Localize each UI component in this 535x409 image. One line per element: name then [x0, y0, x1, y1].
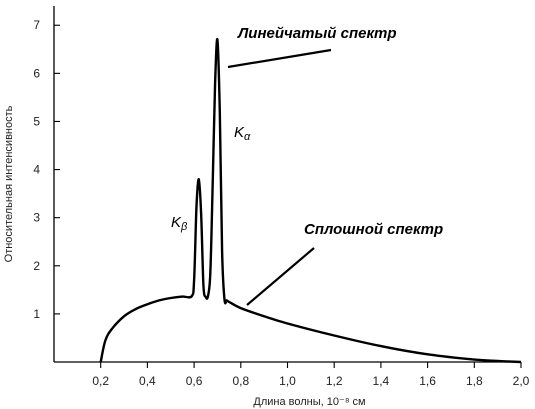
series — [99, 38, 522, 364]
x-tick-label: 1,2 — [326, 374, 343, 388]
y-tick-label: 4 — [33, 163, 40, 177]
k-beta-label: Kβ — [171, 214, 188, 233]
k-alpha-label: Kα — [234, 124, 251, 143]
y-ticks: 1 2 3 4 5 6 7 — [33, 18, 60, 321]
x-axis-title: Длина волны, 10⁻⁸ см — [253, 396, 365, 408]
x-ticks: 0,2 0,4 0,6 0,8 1,0 1,2 1,4 1,6 1,8 2,0 — [92, 362, 530, 388]
y-axis-title: Относительная интенсивность — [3, 105, 15, 262]
annotation-leader-line — [246, 247, 315, 306]
x-tick-label: 2,0 — [513, 374, 530, 388]
x-tick-label: 1,4 — [373, 374, 390, 388]
line-spectrum-annotation: Линейчатый спектр — [237, 25, 397, 42]
y-tick-label: 7 — [33, 18, 40, 32]
x-tick-label: 0,4 — [139, 374, 156, 388]
x-tick-label: 0,2 — [92, 374, 109, 388]
y-tick-label: 1 — [33, 307, 40, 321]
y-tick-label: 6 — [33, 66, 40, 80]
annotation-leader-line — [227, 48, 332, 69]
y-tick-label: 3 — [33, 211, 40, 225]
annotations: Линейчатый спектр Сплошной спектр Kβ Kα — [171, 25, 443, 306]
y-tick-label: 5 — [33, 114, 40, 128]
x-tick-label: 1,0 — [279, 374, 296, 388]
continuous-spectrum-annotation: Сплошной спектр — [304, 221, 443, 238]
y-tick-label: 2 — [33, 259, 40, 273]
x-tick-label: 1,6 — [419, 374, 436, 388]
x-tick-label: 0,6 — [186, 374, 203, 388]
x-tick-label: 0,8 — [232, 374, 249, 388]
x-tick-label: 1,8 — [466, 374, 483, 388]
spectrum-line — [99, 38, 522, 364]
